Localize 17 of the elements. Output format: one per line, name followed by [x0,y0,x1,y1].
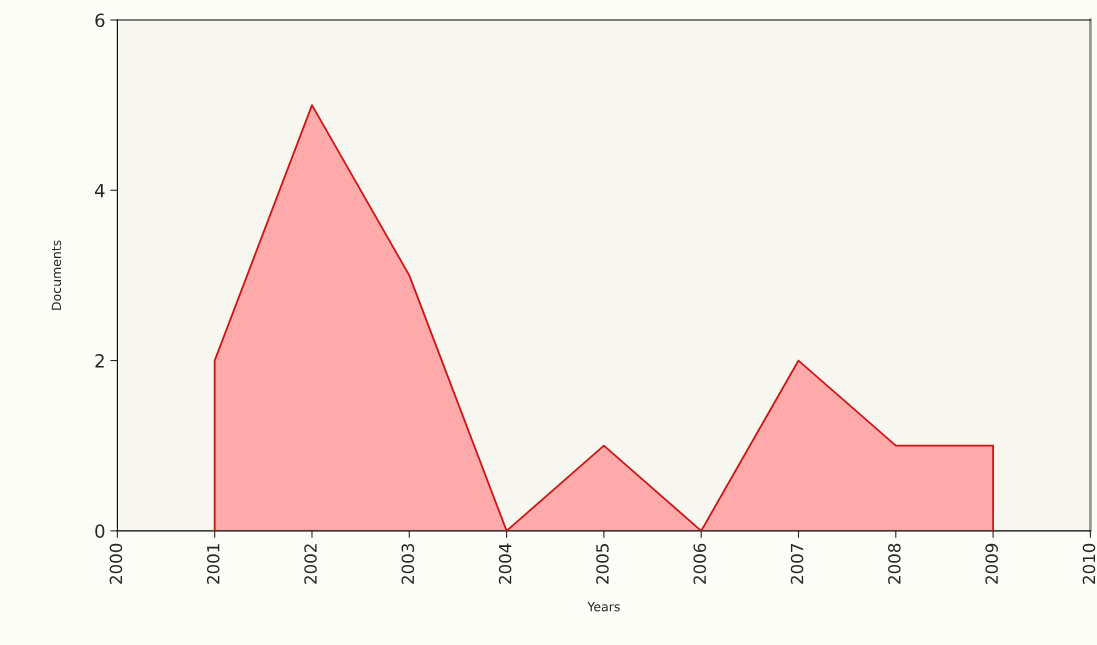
x-tick-label: 2004 [498,543,512,584]
x-tick-label: 2008 [888,543,901,584]
y-axis-title: Documents [51,240,62,310]
x-tick-label: 2007 [790,544,804,584]
x-tick-label: 2005 [596,544,609,584]
x-tick-label: 2001 [206,544,220,584]
y-tick-label: 2 [95,354,104,368]
x-tick-label: 2009 [985,543,998,584]
y-tick-label: 4 [94,183,105,198]
x-tick-label: 2006 [693,543,707,584]
x-tick-label: 2000 [109,543,123,584]
x-axis-title: Years [587,602,620,612]
y-tick-label: 6 [95,13,105,28]
x-tick-label: 2002 [304,544,317,584]
x-tick-label: 2010 [1082,543,1096,584]
y-tick-label: 0 [95,524,105,538]
x-tick-label: 2003 [401,543,415,584]
